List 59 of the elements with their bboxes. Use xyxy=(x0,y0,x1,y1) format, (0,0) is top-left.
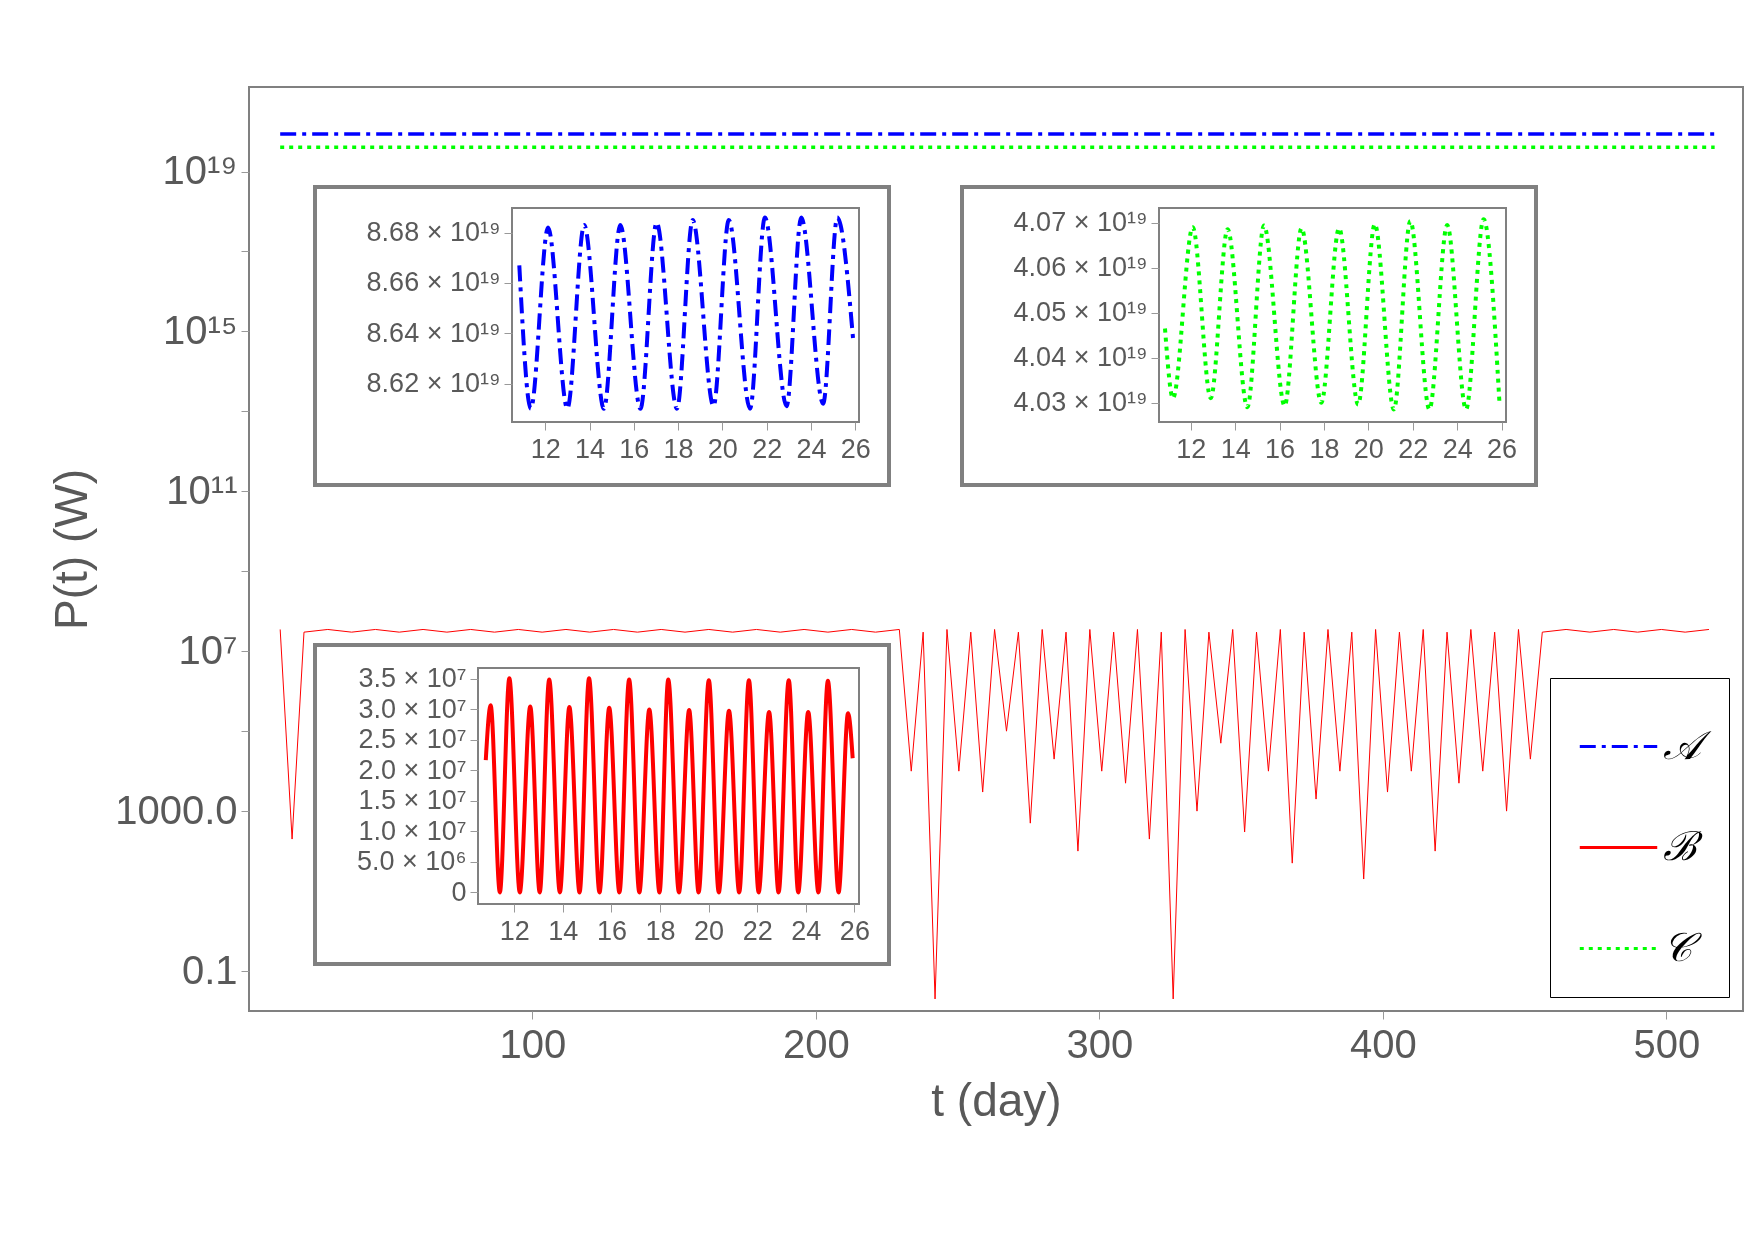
x-tick-label: 14 xyxy=(1220,433,1251,464)
x-tick-label: 26 xyxy=(840,433,871,464)
y-tick-label: 4.06 × 10¹⁹ xyxy=(1013,252,1148,283)
x-tick-label: 500 xyxy=(1633,1021,1701,1066)
x-tick-label: 18 xyxy=(1309,433,1340,464)
x-tick-label: 20 xyxy=(694,915,725,946)
y-tick-label: 10¹⁵ xyxy=(163,307,238,352)
legend-label: ℬ xyxy=(1663,822,1703,869)
y-tick-label: 3.5 × 10⁷ xyxy=(358,663,467,694)
line-series xyxy=(483,676,855,895)
x-tick-label: 26 xyxy=(839,915,870,946)
x-tick-label: 100 xyxy=(499,1021,567,1066)
y-tick-label: 1000.0 xyxy=(115,787,238,832)
y-tick-label: 5.0 × 10⁶ xyxy=(357,846,467,877)
y-tick-label: 1.0 × 10⁷ xyxy=(358,815,467,846)
x-tick-label: 200 xyxy=(783,1021,850,1066)
y-tick-label: 0.1 xyxy=(181,947,238,992)
x-tick-label: 400 xyxy=(1350,1021,1417,1066)
y-tick-label: 4.05 × 10¹⁹ xyxy=(1013,297,1148,328)
legend-label: 𝒞 xyxy=(1663,923,1702,970)
x-tick-label: 12 xyxy=(530,433,561,464)
y-tick-label: 1.5 × 10⁷ xyxy=(358,785,467,816)
x-tick-label: 16 xyxy=(1265,433,1296,464)
y-tick-label: 4.07 × 10¹⁹ xyxy=(1013,207,1148,238)
y-tick-label: 2.0 × 10⁷ xyxy=(358,754,467,785)
y-tick-label: 0 xyxy=(451,876,467,907)
x-tick-label: 12 xyxy=(499,915,530,946)
x-tick-label: 22 xyxy=(752,433,783,464)
y-tick-label: 8.62 × 10¹⁹ xyxy=(366,368,501,399)
y-tick-label: 4.04 × 10¹⁹ xyxy=(1013,342,1148,373)
x-tick-label: 20 xyxy=(707,433,738,464)
x-tick-label: 18 xyxy=(663,433,694,464)
x-tick-label: 22 xyxy=(1398,433,1429,464)
x-tick-label: 14 xyxy=(574,433,606,464)
y-tick-label: 10¹¹ xyxy=(166,467,238,512)
x-tick-label: 26 xyxy=(1487,433,1518,464)
x-tick-label: 24 xyxy=(791,915,822,946)
y-tick-label: 2.5 × 10⁷ xyxy=(358,724,467,755)
line-series xyxy=(279,628,1710,1000)
x-tick-label: 16 xyxy=(619,433,650,464)
x-tick-label: 14 xyxy=(548,915,579,946)
y-tick-label: 8.66 × 10¹⁹ xyxy=(366,267,501,298)
y-tick-label: 10¹⁹ xyxy=(162,148,238,193)
y-axis-title: P(t) (W) xyxy=(45,469,98,630)
x-tick-label: 12 xyxy=(1176,433,1207,464)
y-tick-label: 4.03 × 10¹⁹ xyxy=(1013,387,1148,418)
x-tick-label: 22 xyxy=(742,915,773,946)
x-tick-label: 300 xyxy=(1066,1021,1134,1066)
y-tick-label: 3.0 × 10⁷ xyxy=(358,693,467,724)
x-tick-label: 16 xyxy=(596,915,627,946)
y-tick-label: 8.68 × 10¹⁹ xyxy=(366,217,501,248)
x-axis-title: t (day) xyxy=(931,1073,1062,1126)
legend-label: 𝒜 xyxy=(1663,721,1712,768)
y-tick-label: 8.64 × 10¹⁹ xyxy=(366,317,501,348)
x-tick-label: 18 xyxy=(645,915,676,946)
x-tick-label: 20 xyxy=(1353,433,1384,464)
y-tick-label: 10⁷ xyxy=(178,627,238,672)
x-tick-label: 24 xyxy=(1442,433,1473,464)
x-tick-label: 24 xyxy=(796,433,827,464)
